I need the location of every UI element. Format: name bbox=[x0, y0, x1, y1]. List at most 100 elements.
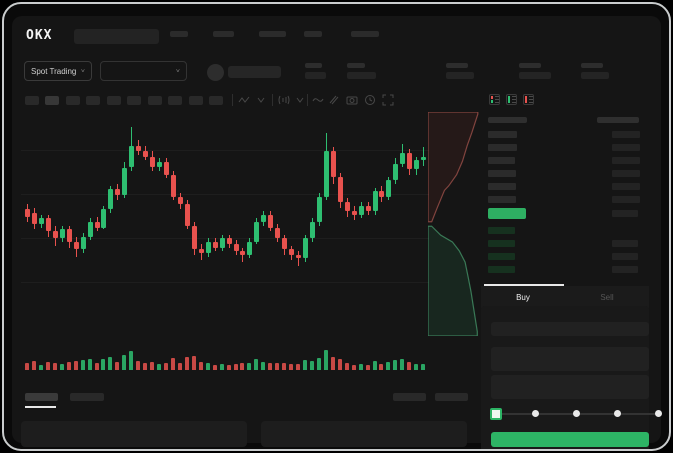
slider-handle[interactable] bbox=[490, 408, 502, 420]
candlestick bbox=[122, 167, 128, 195]
ask-amount-placeholder[interactable] bbox=[612, 182, 640, 190]
bottom-tab-placeholder[interactable] bbox=[70, 393, 104, 401]
candlestick bbox=[66, 229, 72, 243]
book-both-icon[interactable] bbox=[489, 94, 500, 105]
ask-price-placeholder[interactable] bbox=[488, 195, 516, 203]
nav-item-placeholder[interactable] bbox=[259, 31, 286, 37]
interval-tile[interactable] bbox=[66, 96, 80, 105]
interval-tile[interactable] bbox=[107, 96, 121, 105]
candlestick bbox=[289, 249, 295, 255]
candle-type-icon[interactable] bbox=[238, 94, 250, 106]
market-type-dropdown[interactable]: Spot Trading ˅ bbox=[24, 61, 92, 81]
ask-amount-placeholder[interactable] bbox=[612, 195, 640, 203]
pair-dropdown[interactable]: ˅ bbox=[100, 61, 187, 81]
ask-amount-placeholder[interactable] bbox=[612, 156, 640, 164]
trade-tab-bar: Buy Sell bbox=[481, 286, 649, 308]
interval-tile[interactable] bbox=[86, 96, 100, 105]
buy-submit-button[interactable] bbox=[491, 432, 649, 447]
interval-tile[interactable] bbox=[25, 96, 39, 105]
interval-tile[interactable] bbox=[189, 96, 203, 105]
interval-tile[interactable] bbox=[209, 96, 223, 105]
indicators-icon[interactable] bbox=[278, 94, 290, 106]
draw-tool-icon[interactable] bbox=[328, 94, 340, 106]
candlestick bbox=[379, 191, 385, 197]
volume-bar bbox=[115, 362, 120, 370]
interval-tile[interactable] bbox=[148, 96, 162, 105]
ask-amount-placeholder[interactable] bbox=[612, 143, 640, 151]
volume-bar bbox=[219, 363, 224, 370]
bottom-tab-placeholder[interactable] bbox=[25, 393, 58, 401]
volume-bar bbox=[358, 363, 363, 370]
icon-line bbox=[512, 102, 516, 103]
volume-bar bbox=[289, 364, 294, 370]
bid-amount-placeholder[interactable] bbox=[612, 253, 638, 261]
tab-buy[interactable]: Buy bbox=[516, 292, 530, 302]
ask-price-placeholder[interactable] bbox=[488, 182, 516, 190]
volume-bar bbox=[268, 362, 273, 370]
bid-price-placeholder[interactable] bbox=[488, 240, 515, 248]
volume-bar bbox=[191, 355, 196, 370]
volume-bar bbox=[386, 361, 391, 370]
icon-bar bbox=[525, 96, 527, 103]
ask-amount-placeholder[interactable] bbox=[612, 131, 640, 138]
okx-logo[interactable]: OKX bbox=[26, 28, 53, 43]
volume-bar bbox=[129, 351, 134, 370]
ask-price-placeholder[interactable] bbox=[488, 169, 516, 177]
ask-price-placeholder[interactable] bbox=[488, 143, 517, 151]
icon-bar bbox=[491, 100, 493, 103]
bid-amount-placeholder[interactable] bbox=[612, 266, 638, 274]
bid-price-placeholder[interactable] bbox=[488, 266, 515, 274]
book-asks-icon[interactable] bbox=[523, 94, 534, 105]
interval-tile[interactable] bbox=[168, 96, 182, 105]
bottom-action-placeholder[interactable] bbox=[393, 393, 426, 401]
line-wave-icon[interactable] bbox=[312, 94, 324, 106]
slider-stop-dot[interactable] bbox=[614, 410, 621, 417]
ask-amount-placeholder[interactable] bbox=[612, 169, 640, 177]
ask-price-placeholder[interactable] bbox=[488, 156, 515, 164]
slider-stop-dot[interactable] bbox=[573, 410, 580, 417]
active-tab-indicator bbox=[484, 284, 564, 286]
nav-item-placeholder[interactable] bbox=[351, 31, 379, 37]
order-input-placeholder[interactable] bbox=[491, 347, 649, 371]
nav-item-placeholder[interactable] bbox=[170, 31, 188, 37]
interval-tile[interactable] bbox=[45, 96, 59, 105]
search-input[interactable] bbox=[74, 29, 159, 44]
candlestick bbox=[25, 209, 30, 217]
gridline bbox=[21, 282, 429, 283]
volume-bar bbox=[337, 359, 342, 370]
ask-price-placeholder[interactable] bbox=[488, 131, 517, 138]
candlestick bbox=[303, 238, 308, 259]
nav-item-placeholder[interactable] bbox=[304, 31, 322, 37]
volume-bar bbox=[66, 362, 71, 370]
bid-amount-placeholder[interactable] bbox=[612, 240, 638, 248]
order-input-placeholder[interactable] bbox=[491, 322, 649, 336]
camera-icon[interactable] bbox=[346, 94, 358, 106]
chevron-down-icon[interactable] bbox=[257, 96, 265, 104]
volume-bar bbox=[73, 361, 78, 370]
candlestick-chart[interactable] bbox=[21, 112, 429, 342]
volume-bar bbox=[275, 363, 280, 370]
chevron-down-icon[interactable] bbox=[296, 96, 304, 104]
stat-value-placeholder bbox=[347, 72, 376, 79]
candlestick bbox=[212, 242, 218, 248]
book-bids-icon[interactable] bbox=[506, 94, 517, 105]
slider-stop-dot[interactable] bbox=[655, 410, 662, 417]
fullscreen-icon[interactable] bbox=[382, 94, 394, 106]
coin-avatar bbox=[207, 64, 224, 81]
candle-wick bbox=[242, 247, 244, 263]
candlestick bbox=[337, 176, 343, 203]
volume-bar bbox=[316, 357, 321, 370]
chevron-down-icon: ˅ bbox=[175, 68, 180, 74]
slider-stop-dot[interactable] bbox=[532, 410, 539, 417]
order-input-placeholder[interactable] bbox=[491, 375, 649, 399]
history-clock-icon[interactable] bbox=[364, 94, 376, 106]
bid-price-placeholder[interactable] bbox=[488, 227, 515, 234]
interval-tile[interactable] bbox=[127, 96, 141, 105]
candlestick bbox=[365, 205, 371, 212]
tab-sell[interactable]: Sell bbox=[600, 292, 614, 302]
bottom-action-placeholder[interactable] bbox=[435, 393, 468, 401]
bid-price-placeholder[interactable] bbox=[488, 253, 515, 261]
nav-item-placeholder[interactable] bbox=[213, 31, 234, 37]
icon-line bbox=[495, 102, 499, 103]
